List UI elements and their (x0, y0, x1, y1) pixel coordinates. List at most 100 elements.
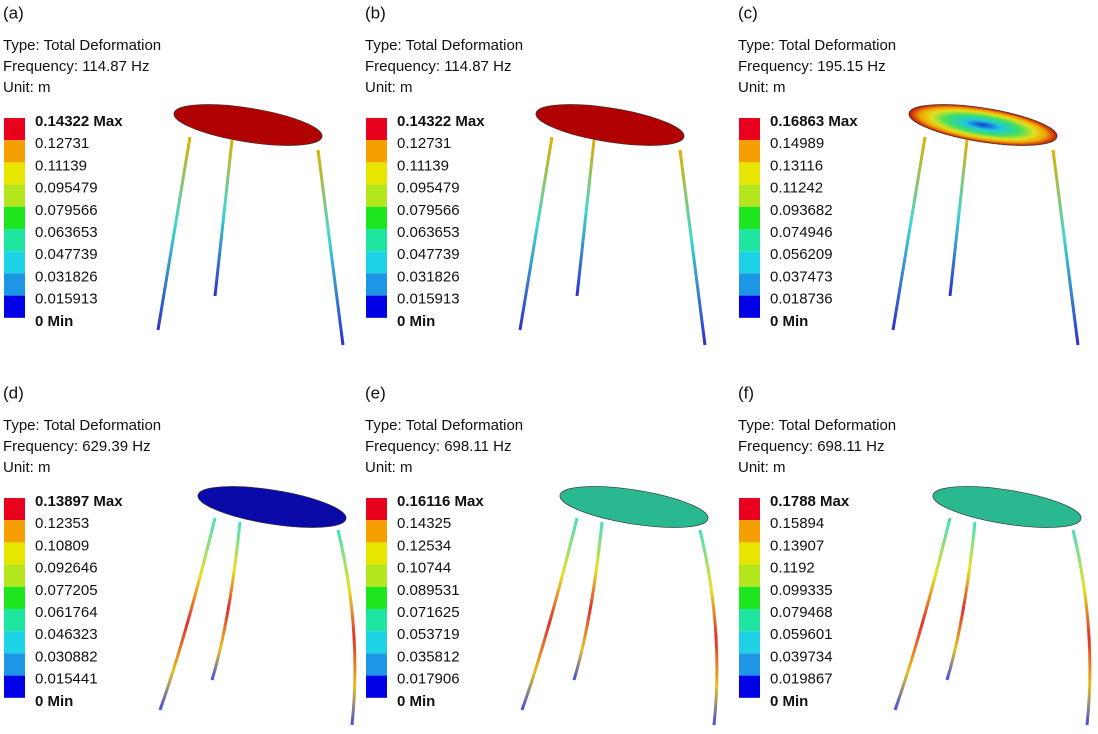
panel-label: (b) (365, 3, 386, 22)
legend-label: 0.12534 (397, 537, 451, 554)
legend-swatch (366, 140, 387, 163)
legend-label: 0.074946 (770, 224, 833, 241)
legend-swatch (739, 631, 760, 654)
legend-swatch (4, 498, 25, 521)
panel-label: (f) (738, 383, 754, 402)
legend-swatch (4, 586, 25, 609)
legend-swatch (4, 295, 25, 318)
legend-label: 0.095479 (397, 180, 460, 197)
legend-label: 0.13897 Max (35, 493, 123, 510)
legend-swatch (366, 542, 387, 565)
result-type: Type: Total Deformation (3, 37, 161, 54)
leg (678, 149, 707, 346)
frequency: Frequency: 114.87 Hz (3, 58, 149, 75)
legend-label: 0.1192 (770, 560, 815, 577)
panel: (e) Type: Total Deformation Frequency: 698… (365, 383, 719, 726)
legend-swatch (4, 653, 25, 676)
legend-label: 0.099335 (770, 582, 833, 599)
legend-label: 0.16116 Max (397, 493, 484, 510)
legend-swatch (366, 184, 387, 207)
legend-label: 0.14322 Max (35, 113, 123, 130)
panel-label: (a) (3, 3, 24, 22)
plate (908, 104, 1058, 146)
leg (945, 521, 977, 681)
legend-label: 0.019867 (770, 671, 833, 688)
legend-label: 0.092646 (35, 560, 98, 577)
legend-label: 0.1788 Max (770, 493, 850, 510)
legend-label: 0.11242 (770, 180, 823, 197)
unit: Unit: m (365, 79, 413, 96)
frequency: Frequency: 629.39 Hz (3, 438, 151, 455)
legend-label: 0 Min (770, 313, 808, 330)
legend-swatch (739, 295, 760, 318)
legend-swatch (366, 675, 387, 698)
legend-label: 0.16863 Max (770, 113, 858, 130)
legend-swatch (739, 675, 760, 698)
legend-swatch (4, 184, 25, 207)
legend-swatch (739, 118, 760, 141)
legend-label: 0.12353 (35, 515, 89, 532)
leg (518, 136, 554, 331)
leg (1051, 149, 1080, 346)
legend-swatch (4, 251, 25, 274)
legend-swatch (366, 229, 387, 252)
legend-swatch (366, 118, 387, 141)
plate (173, 104, 323, 146)
legend-label: 0.13907 (770, 537, 824, 554)
legend-label: 0.15894 (770, 515, 824, 532)
legend-swatch (739, 542, 760, 565)
legend-label: 0.031826 (35, 268, 98, 285)
legend-swatch (4, 609, 25, 632)
leg (158, 517, 217, 711)
panel: (c) Type: Total Deformation Frequency: 195… (738, 3, 1080, 346)
legend-swatch (4, 631, 25, 654)
result-type: Type: Total Deformation (738, 37, 896, 54)
legend-label: 0.047739 (397, 246, 460, 263)
legend-label: 0.079566 (397, 202, 460, 219)
panel: (b) Type: Total Deformation Frequency: 114… (365, 3, 707, 346)
legend-label: 0 Min (35, 313, 73, 330)
legend-label: 0.015913 (397, 291, 460, 308)
leg (213, 139, 234, 297)
legend-label: 0.031826 (397, 268, 460, 285)
legend-label: 0.056209 (770, 246, 833, 263)
result-type: Type: Total Deformation (738, 417, 896, 434)
leg (698, 529, 719, 726)
legend-label: 0.017906 (397, 671, 460, 688)
legend-label: 0.089531 (397, 582, 460, 599)
leg (948, 139, 969, 297)
unit: Unit: m (365, 459, 413, 476)
legend-label: 0.015913 (35, 291, 98, 308)
legend-swatch (4, 675, 25, 698)
legend-label: 0.079566 (35, 202, 98, 219)
legend-swatch (739, 229, 760, 252)
legend-swatch (366, 273, 387, 296)
legend-label: 0 Min (397, 313, 435, 330)
frequency: Frequency: 195.15 Hz (738, 58, 886, 75)
legend-swatch (4, 542, 25, 565)
legend-label: 0.10744 (397, 560, 451, 577)
legend-swatch (4, 520, 25, 543)
legend-swatch (739, 206, 760, 229)
result-type: Type: Total Deformation (3, 417, 161, 434)
legend-label: 0.037473 (770, 268, 833, 285)
legend-label: 0.11139 (397, 157, 449, 174)
panel-label: (e) (365, 383, 386, 402)
plate (197, 486, 347, 528)
plate (932, 486, 1082, 528)
unit: Unit: m (3, 79, 51, 96)
leg (575, 139, 596, 297)
legend-label: 0 Min (35, 693, 73, 710)
legend-label: 0.14325 (397, 515, 451, 532)
legend-swatch (739, 653, 760, 676)
legend-label: 0 Min (397, 693, 435, 710)
plate (559, 486, 709, 528)
legend-swatch (4, 118, 25, 141)
legend-swatch (739, 273, 760, 296)
legend-label: 0.059601 (770, 626, 833, 643)
leg (210, 521, 242, 681)
result-type: Type: Total Deformation (365, 37, 523, 54)
leg (316, 149, 345, 346)
legend-swatch (4, 229, 25, 252)
legend-label: 0.039734 (770, 648, 833, 665)
